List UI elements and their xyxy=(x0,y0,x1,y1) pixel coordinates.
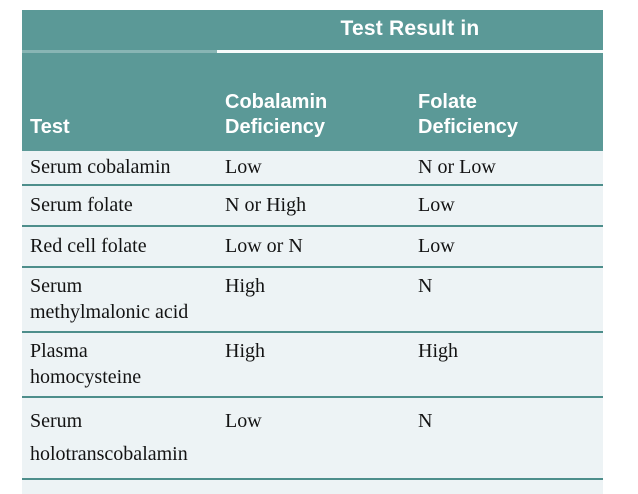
folate-result-cell: N xyxy=(418,410,433,432)
test-name-cell: Serum holotranscobalamin xyxy=(30,410,188,465)
partial-row-cell xyxy=(22,479,603,494)
table-title-row: Test Result in xyxy=(22,10,603,53)
folate-result-cell: N or Low xyxy=(418,156,496,178)
cobalamin-result-cell: Low xyxy=(225,410,262,432)
cobalamin-result-cell: High xyxy=(225,275,265,297)
table-header: Test Result in Test Cobalamin Deficiency… xyxy=(22,10,603,151)
cobalamin-result-cell: High xyxy=(225,340,265,362)
column-header-cobalamin-label: Cobalamin Deficiency xyxy=(225,91,328,138)
table-row-partial xyxy=(22,479,603,494)
column-header-row: Test Cobalamin Deficiency Folate Deficie… xyxy=(22,52,603,152)
test-name-cell: Serum cobalamin xyxy=(30,156,171,178)
title-spacer-cell xyxy=(22,10,217,53)
cobalamin-result-cell: Low xyxy=(225,156,262,178)
deficiency-results-table: Test Result in Test Cobalamin Deficiency… xyxy=(22,10,603,494)
test-name-cell: Serum folate xyxy=(30,194,133,216)
folate-result-cell: Low xyxy=(418,235,455,257)
table-row: Serum folate N or High Low xyxy=(22,185,603,226)
column-header-cobalamin-deficiency: Cobalamin Deficiency xyxy=(217,52,410,152)
column-header-test: Test xyxy=(22,52,217,152)
column-header-folate-deficiency: Folate Deficiency xyxy=(410,52,603,152)
column-header-folate-label: Folate Deficiency xyxy=(418,91,519,138)
cobalamin-result-cell: N or High xyxy=(225,194,307,216)
folate-result-cell: N xyxy=(418,275,433,297)
table-row: Plasma homocysteine High High xyxy=(22,332,603,397)
deficiency-results-table-container: Test Result in Test Cobalamin Deficiency… xyxy=(22,10,603,494)
table-row: Red cell folate Low or N Low xyxy=(22,226,603,267)
test-name-cell: Plasma homocysteine xyxy=(30,340,142,388)
folate-result-cell: High xyxy=(418,340,458,362)
table-row: Serum cobalamin Low N or Low xyxy=(22,151,603,185)
cobalamin-result-cell: Low or N xyxy=(225,235,303,257)
test-name-cell: Red cell folate xyxy=(30,235,147,257)
table-row: Serum methylmalonic acid High N xyxy=(22,267,603,332)
table-row: Serum holotranscobalamin Low N xyxy=(22,397,603,479)
test-name-cell: Serum methylmalonic acid xyxy=(30,275,189,323)
table-body: Serum cobalamin Low N or Low Serum folat… xyxy=(22,151,603,494)
column-header-test-label: Test xyxy=(30,116,70,138)
table-title: Test Result in xyxy=(217,10,603,53)
folate-result-cell: Low xyxy=(418,194,455,216)
